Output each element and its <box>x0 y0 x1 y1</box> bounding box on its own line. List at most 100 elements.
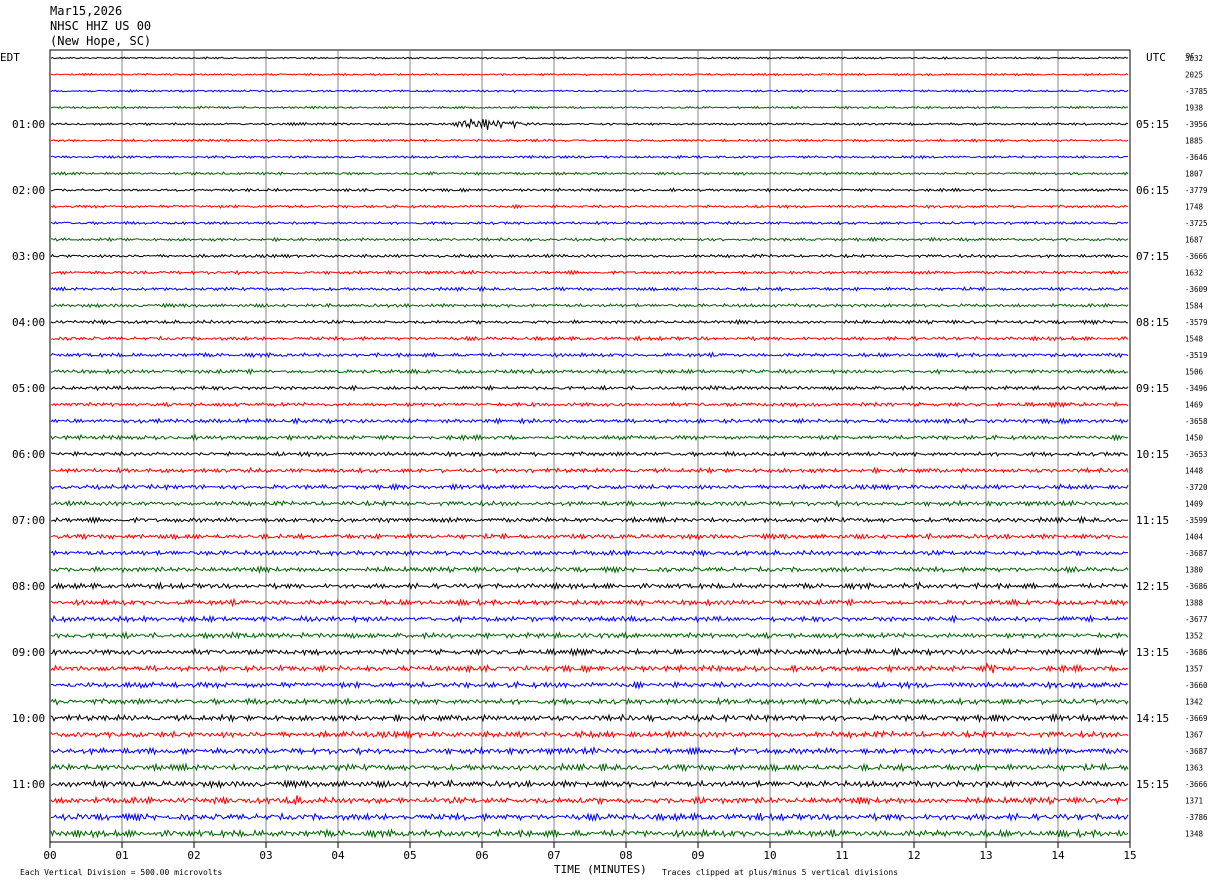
right-tz-label: UTC <box>1146 51 1166 64</box>
traces <box>50 56 1129 839</box>
dc-offset-27: 1409 <box>1185 500 1203 509</box>
trace-6 <box>50 154 1129 160</box>
dc-offset-30: -3687 <box>1185 549 1208 558</box>
trace-30 <box>50 549 1129 558</box>
trace-18 <box>50 351 1129 359</box>
trace-17 <box>50 335 1129 342</box>
dc-offset-15: 1584 <box>1185 302 1204 311</box>
right-time-label-7: 12:15 <box>1136 580 1169 593</box>
dc-offset-22: -3658 <box>1185 417 1208 426</box>
trace-28 <box>50 515 1129 525</box>
left-time-label-3: 04:00 <box>12 316 45 329</box>
left-time-label-2: 03:00 <box>12 250 45 263</box>
trace-47 <box>50 828 1129 839</box>
left-time-label-10: 11:00 <box>12 778 45 791</box>
left-time-label-6: 07:00 <box>12 514 45 527</box>
dc-offset-1: 2025 <box>1185 71 1203 80</box>
right-time-label-10: 15:15 <box>1136 778 1169 791</box>
trace-21 <box>50 401 1129 409</box>
dc-offset-36: -3686 <box>1185 648 1208 657</box>
left-time-label-9: 10:00 <box>12 712 45 725</box>
x-tick-label-06: 06 <box>475 849 488 862</box>
x-tick-label-08: 08 <box>619 849 632 862</box>
left-time-label-8: 09:00 <box>12 646 45 659</box>
dc-offset-37: 1357 <box>1185 665 1203 674</box>
trace-3 <box>50 105 1129 110</box>
left-tz-label: EDT <box>0 51 20 64</box>
dc-offset-24: -3653 <box>1185 450 1208 459</box>
trace-4 <box>50 118 1129 130</box>
dc-offset-7: 1807 <box>1185 170 1203 179</box>
dc-offset-28: -3599 <box>1185 516 1208 525</box>
trace-45 <box>50 795 1129 806</box>
dc-offset-13: 1632 <box>1185 269 1203 278</box>
dc-offset-6: -3646 <box>1185 153 1208 162</box>
x-tick-label-07: 07 <box>547 849 560 862</box>
trace-14 <box>50 285 1129 293</box>
dc-offset-17: 1548 <box>1185 335 1204 344</box>
trace-35 <box>50 630 1129 640</box>
x-tick-label-03: 03 <box>259 849 272 862</box>
trace-0 <box>50 56 1128 60</box>
dc-offset-11: 1687 <box>1185 236 1203 245</box>
right-time-label-5: 10:15 <box>1136 448 1169 461</box>
right-time-label-6: 11:15 <box>1136 514 1169 527</box>
dc-offset-33: 1388 <box>1185 599 1204 608</box>
trace-36 <box>50 647 1129 658</box>
dc-offset-39: 1342 <box>1185 698 1203 707</box>
header-location: (New Hope, SC) <box>50 34 152 48</box>
right-time-label-4: 09:15 <box>1136 382 1169 395</box>
dc-offset-16: -3579 <box>1185 318 1208 327</box>
dc-offset-26: -3720 <box>1185 483 1208 492</box>
dc-offset-19: 1506 <box>1185 368 1204 377</box>
dc-offset-35: 1352 <box>1185 632 1203 641</box>
trace-34 <box>50 614 1129 624</box>
trace-13 <box>50 269 1129 276</box>
trace-39 <box>50 696 1129 707</box>
left-time-label-5: 06:00 <box>12 448 45 461</box>
dc-offset-20: -3496 <box>1185 384 1208 393</box>
dc-offset-44: -3666 <box>1185 780 1208 789</box>
trace-1 <box>50 72 1129 77</box>
left-time-label-7: 08:00 <box>12 580 45 593</box>
trace-41 <box>50 729 1129 740</box>
x-tick-label-01: 01 <box>115 849 128 862</box>
dc-offset-45: 1371 <box>1185 797 1203 806</box>
trace-7 <box>50 171 1129 176</box>
trace-37 <box>50 662 1129 674</box>
trace-42 <box>50 745 1129 757</box>
trace-26 <box>50 482 1129 491</box>
trace-16 <box>50 318 1128 326</box>
x-tick-label-02: 02 <box>187 849 200 862</box>
left-time-label-0: 01:00 <box>12 118 45 131</box>
dc-offset-18: -3519 <box>1185 351 1208 360</box>
x-tick-label-11: 11 <box>835 849 848 862</box>
dc-offset-40: -3669 <box>1185 714 1208 723</box>
dc-offset-23: 1450 <box>1185 434 1204 443</box>
dc-offset-47: 1348 <box>1185 830 1204 839</box>
trace-10 <box>50 220 1129 226</box>
trace-12 <box>50 253 1129 259</box>
trace-5 <box>50 138 1129 143</box>
right-time-label-8: 13:15 <box>1136 646 1169 659</box>
dc-offset-25: 1448 <box>1185 467 1204 476</box>
x-tick-label-10: 10 <box>763 849 776 862</box>
dc-offset-5: 1885 <box>1185 137 1203 146</box>
dc-offset-4: -3956 <box>1185 120 1208 129</box>
dc-offset-3: 1938 <box>1185 104 1204 113</box>
dc-offset-43: 1363 <box>1185 764 1203 773</box>
clip-note: Traces clipped at plus/minus 5 vertical … <box>662 868 898 877</box>
trace-29 <box>50 532 1129 541</box>
trace-24 <box>50 450 1129 458</box>
header-date: Mar15,2026 <box>50 4 123 18</box>
trace-23 <box>50 433 1129 442</box>
x-tick-label-05: 05 <box>403 849 416 862</box>
trace-22 <box>50 417 1129 426</box>
scale-note: Each Vertical Division = 500.00 microvol… <box>20 868 222 877</box>
grid <box>49 49 1131 843</box>
x-tick-label-14: 14 <box>1051 849 1065 862</box>
plot-frame <box>49 49 1131 843</box>
x-tick-label-00: 00 <box>43 849 56 862</box>
dc-offset-38: -3660 <box>1185 681 1208 690</box>
